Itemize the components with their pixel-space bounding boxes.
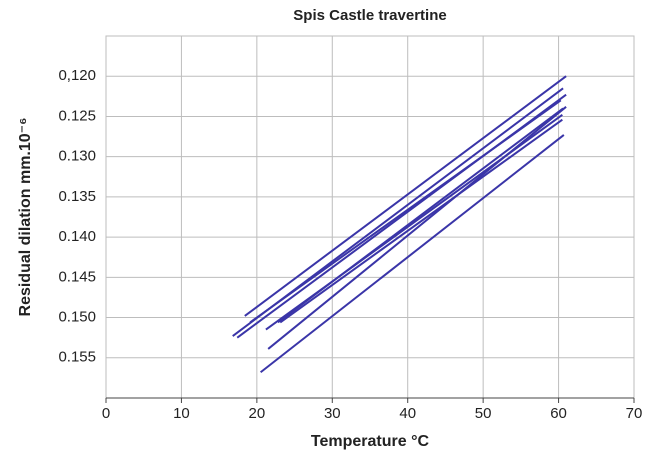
x-tick-label: 30 [324,405,341,422]
y-tick-label: 0.125 [58,107,96,124]
x-tick-label: 10 [173,405,190,422]
data-line [267,106,567,350]
y-axis-label: Residual dilation mm.10⁻⁶ [17,118,34,317]
x-tick-label: 60 [550,405,567,422]
x-tick-label: 20 [249,405,266,422]
y-tick-label: 0.150 [58,309,96,326]
x-axis-label: Temperature °C [311,433,430,450]
data-line [260,134,565,374]
y-tick-label: 0.155 [58,349,96,366]
y-tick-label: 0.145 [58,268,96,285]
y-tick-label: 0.140 [58,228,96,245]
x-tick-label: 0 [102,405,110,422]
x-tick-label: 70 [626,405,643,422]
chart-title: Spis Castle travertine [293,7,446,24]
x-tick-label: 50 [475,405,492,422]
data-line [244,75,567,317]
plot-frame [105,35,635,399]
data-line [249,99,562,324]
y-tick-label: 0.130 [58,148,96,165]
y-tick-label: 0,120 [58,67,96,84]
x-tick-label: 40 [399,405,416,422]
y-tick-label: 0.135 [58,188,96,205]
data-line [279,118,563,324]
